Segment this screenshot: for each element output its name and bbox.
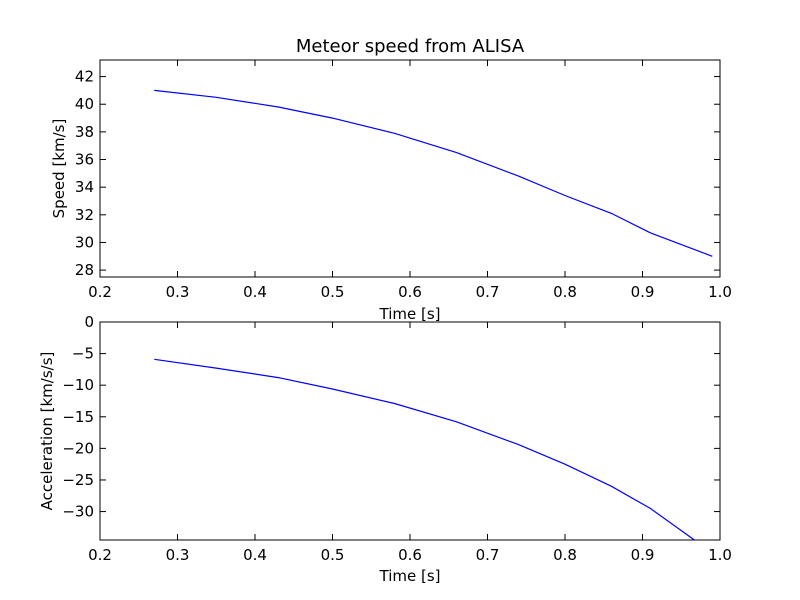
chart-title: Meteor speed from ALISA [296, 36, 525, 57]
acceleration-x-tick-label: 0.5 [321, 546, 345, 564]
speed-y-tick-label: 28 [75, 261, 94, 279]
acceleration-axes-frame [99, 321, 721, 541]
acceleration-y-tick-label: −20 [62, 439, 94, 457]
speed-x-tick-label: 0.6 [398, 283, 422, 301]
speed-y-tick-label: 42 [75, 68, 94, 86]
speed-x-tick-label: 0.8 [553, 283, 577, 301]
speed-x-tick-label: 0.3 [166, 283, 190, 301]
acceleration-x-tick-label: 0.8 [553, 546, 577, 564]
speed-x-tick-label: 0.2 [88, 283, 112, 301]
speed-y-tick-label: 32 [75, 206, 94, 224]
acceleration-y-tick-label: 0 [84, 313, 94, 331]
acceleration-y-axis-label: Acceleration [km/s/s] [38, 352, 56, 511]
acceleration-x-tick-label: 1.0 [708, 546, 732, 564]
speed-y-tick-label: 38 [75, 123, 94, 141]
speed-plot: 0.2 0.3 0.4 0.5 0.6 0.7 0.8 0.9 1.0 28 30 32 34 36 38 4… [50, 59, 732, 323]
speed-y-tick-label: 30 [75, 233, 94, 251]
speed-y-axis-label: Speed [km/s] [50, 119, 68, 219]
acceleration-x-tick-label: 0.3 [166, 546, 190, 564]
acceleration-y-tick-label: −5 [72, 345, 94, 363]
speed-x-tick-label: 0.4 [243, 283, 267, 301]
speed-x-tick-label: 0.5 [321, 283, 345, 301]
speed-y-tick-label: 36 [75, 151, 94, 169]
speed-x-tick-label: 0.9 [631, 283, 655, 301]
acceleration-series-line [154, 358, 695, 541]
acceleration-x-axis-label: Time [s] [379, 567, 441, 585]
acceleration-y-tick-label: −10 [62, 376, 94, 394]
speed-y-tick-label: 40 [75, 95, 94, 113]
acceleration-x-tick-label: 0.6 [398, 546, 422, 564]
acceleration-y-tick-label: −25 [62, 471, 94, 489]
speed-x-tick-label: 0.7 [476, 283, 500, 301]
speed-x-tick-label: 1.0 [708, 283, 732, 301]
speed-series-line [154, 89, 713, 257]
acceleration-x-tick-label: 0.2 [88, 546, 112, 564]
acceleration-x-tick-label: 0.7 [476, 546, 500, 564]
speed-axes-frame [99, 59, 721, 278]
acceleration-y-tick-label: −30 [62, 503, 94, 521]
acceleration-x-tick-label: 0.4 [243, 546, 267, 564]
acceleration-plot: 0.2 0.3 0.4 0.5 0.6 0.7 0.8 0.9 1.0 0 −5 −10 −15 −20 −… [38, 313, 732, 585]
acceleration-x-tick-label: 0.9 [631, 546, 655, 564]
acceleration-y-tick-label: −15 [62, 408, 94, 426]
speed-x-axis-label: Time [s] [379, 305, 441, 323]
speed-y-tick-label: 34 [75, 178, 94, 196]
